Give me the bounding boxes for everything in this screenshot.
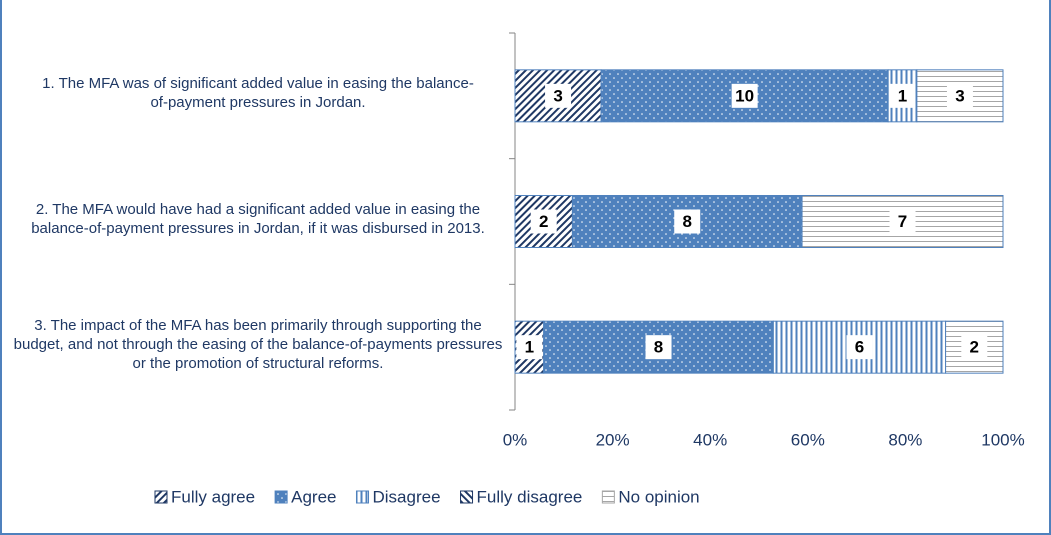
data-label-box: [674, 209, 701, 234]
x-tick-label: 100%: [981, 430, 1024, 449]
data-label-box: [846, 335, 873, 360]
data-label-box: [516, 335, 543, 360]
data-label-box: [731, 83, 758, 108]
category-label: 3. The impact of the MFA has been primar…: [13, 316, 503, 372]
data-label: 6: [855, 338, 864, 357]
data-label: 8: [683, 212, 692, 231]
data-label: 3: [955, 86, 964, 105]
data-label: 3: [553, 86, 562, 105]
x-tick-label: 40%: [693, 430, 727, 449]
legend-label: Agree: [291, 487, 336, 506]
data-label: 1: [525, 338, 534, 357]
data-label-box: [946, 83, 973, 108]
data-label: 2: [539, 212, 548, 231]
data-label: 7: [898, 212, 907, 231]
data-label-box: [961, 335, 988, 360]
x-tick-label: 80%: [888, 430, 922, 449]
legend-swatch: [154, 490, 168, 504]
legend-label: Fully disagree: [477, 487, 583, 506]
legend-label: No opinion: [618, 487, 699, 506]
x-tick-label: 0%: [503, 430, 528, 449]
legend-swatch: [601, 490, 615, 504]
data-label: 1: [898, 86, 907, 105]
data-label-box: [889, 83, 916, 108]
legend-swatch: [274, 490, 288, 504]
data-label-box: [645, 335, 672, 360]
data-label-box: [530, 209, 557, 234]
data-label: 8: [654, 338, 663, 357]
data-label-box: [545, 83, 572, 108]
category-label: 2. The MFA would have had a significant …: [31, 200, 485, 237]
category-label: 1. The MFA was of significant added valu…: [42, 74, 474, 111]
legend-label: Fully agree: [171, 487, 255, 506]
x-tick-label: 60%: [791, 430, 825, 449]
x-tick-label: 20%: [596, 430, 630, 449]
legend-swatch: [355, 490, 369, 504]
legend-label: Disagree: [372, 487, 440, 506]
data-label: 10: [735, 86, 754, 105]
legend-swatch: [460, 490, 474, 504]
data-label-box: [889, 209, 916, 234]
data-label: 2: [970, 338, 979, 357]
